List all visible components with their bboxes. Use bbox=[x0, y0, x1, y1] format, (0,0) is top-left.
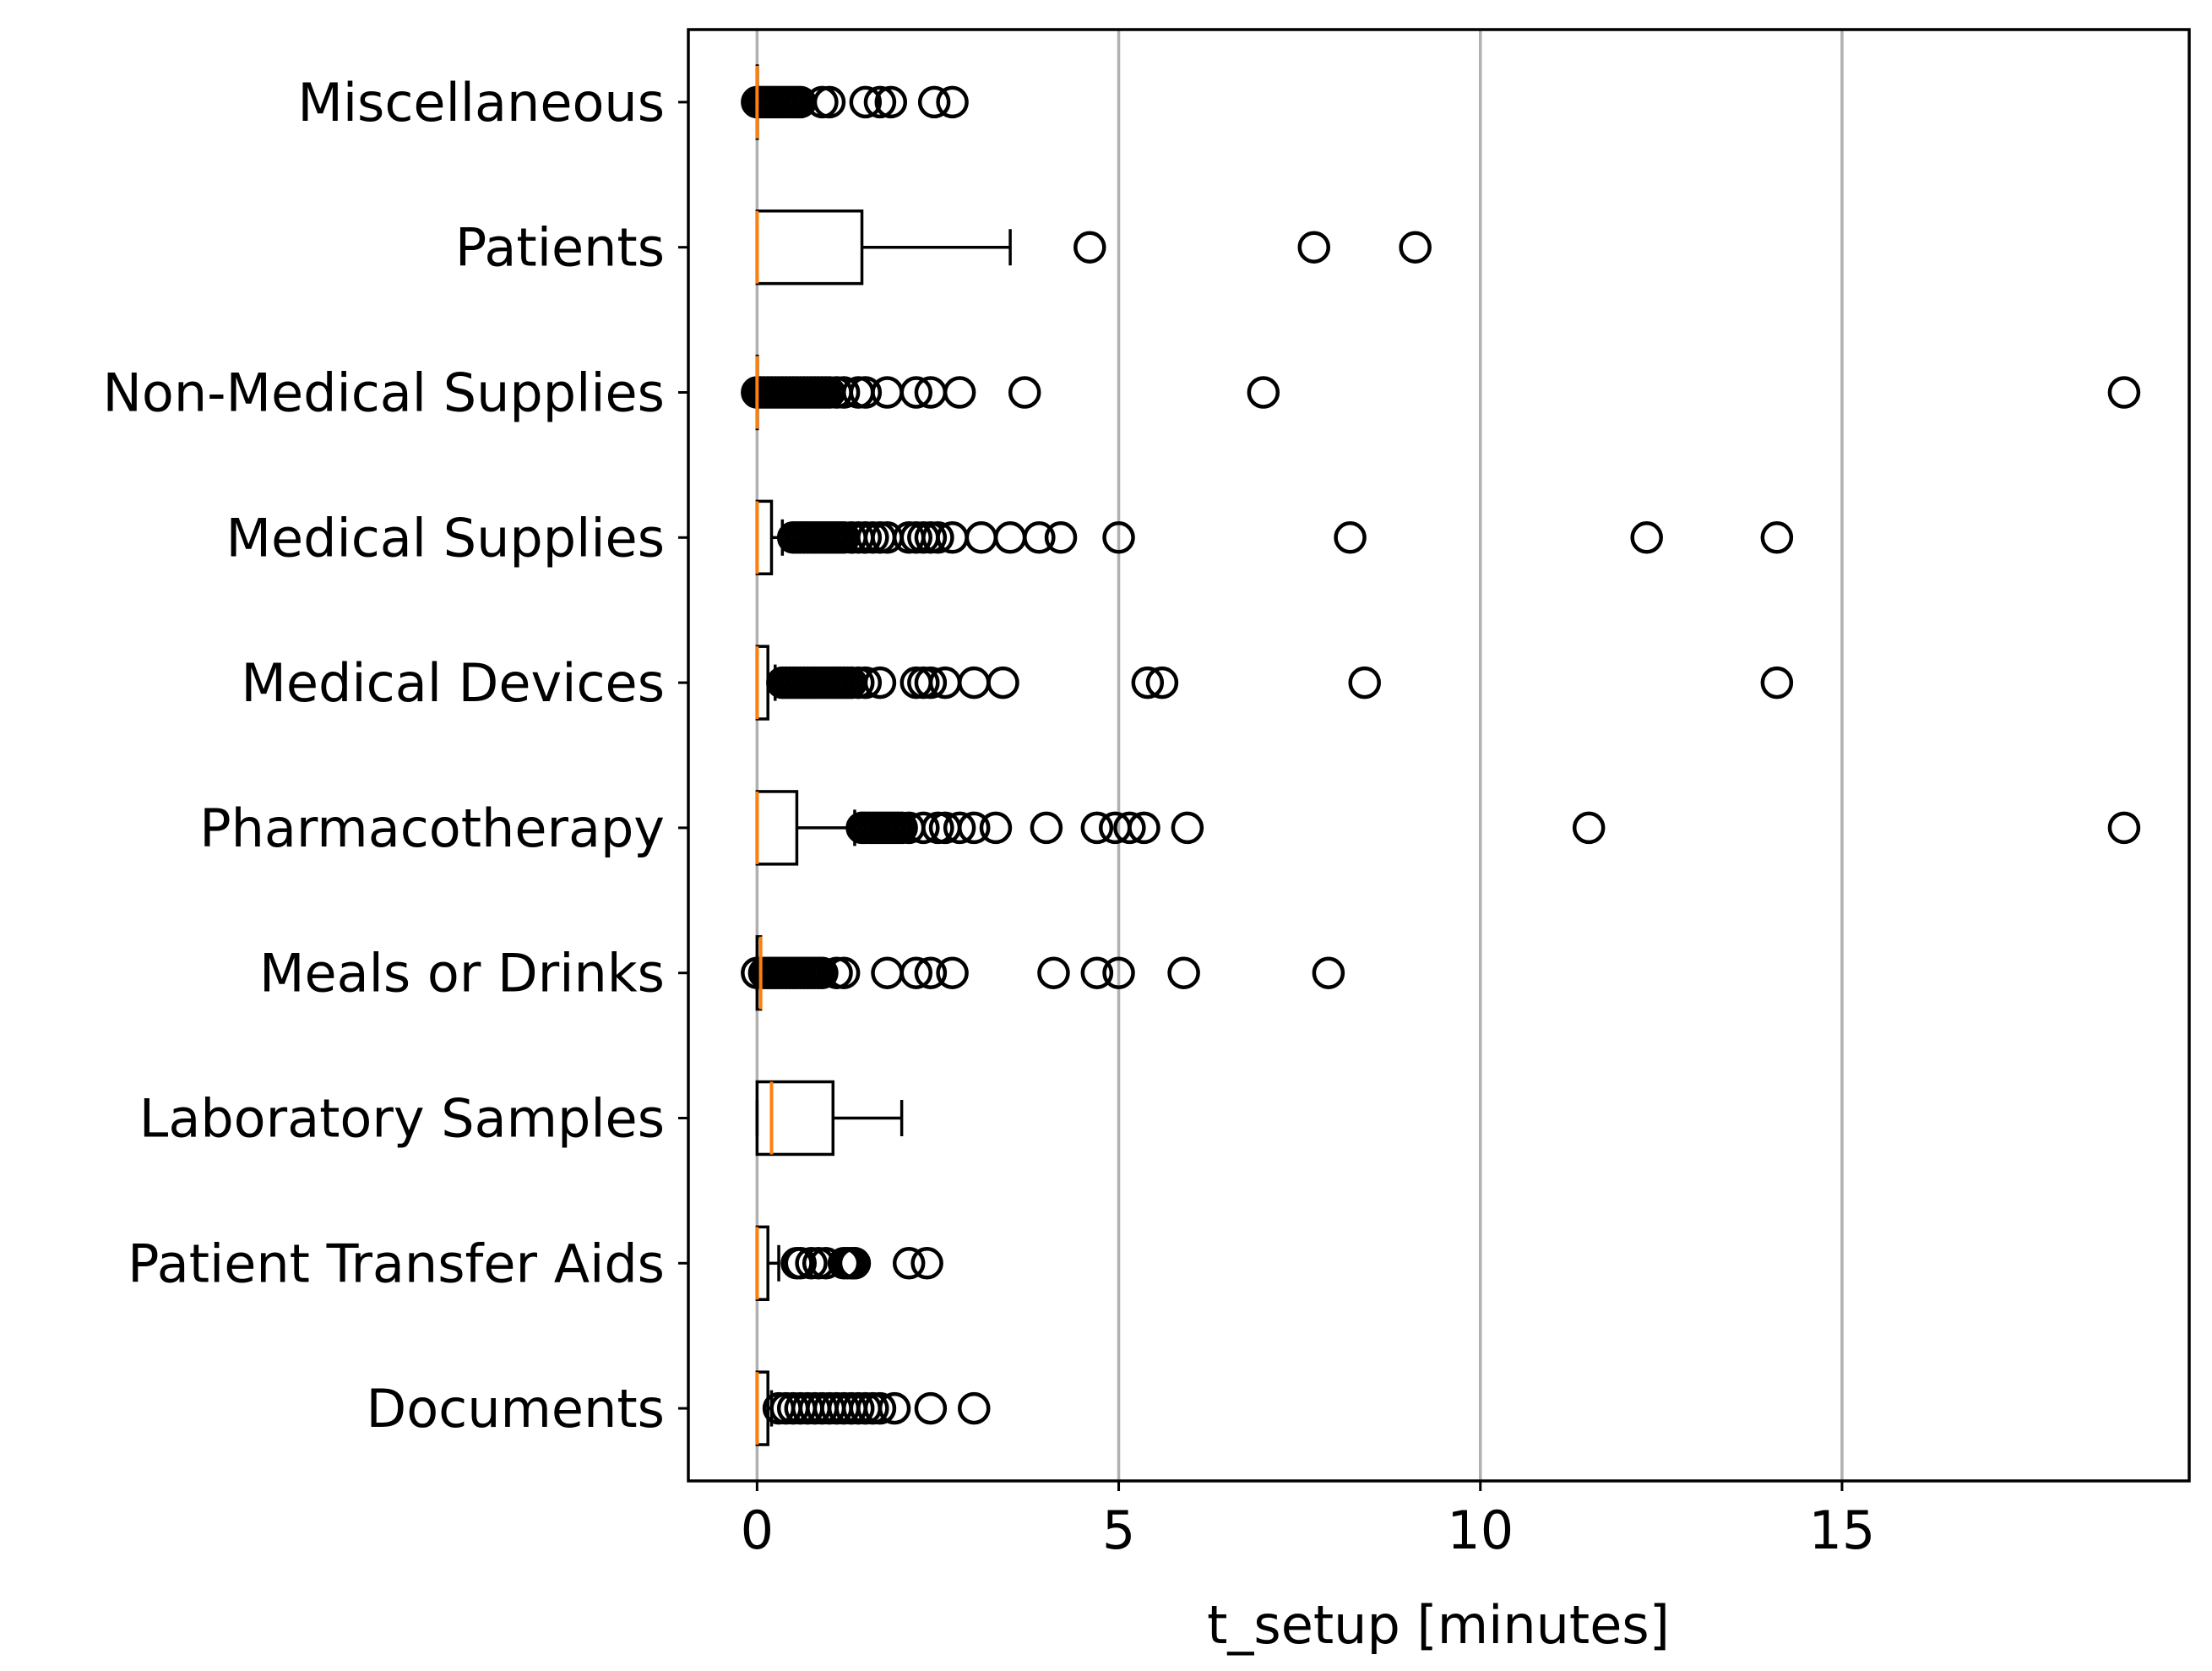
box-miscellaneous bbox=[741, 64, 969, 140]
outlier-point bbox=[943, 811, 976, 845]
outlier-point bbox=[899, 956, 933, 989]
y-tick-label: Laboratory Samples bbox=[139, 1088, 665, 1150]
outlier-point bbox=[910, 1247, 943, 1280]
outlier-point bbox=[1760, 521, 1794, 554]
outlier-point bbox=[849, 376, 883, 409]
y-tick-label: Patient Transfer Aids bbox=[128, 1233, 665, 1294]
outlier-point bbox=[878, 1391, 911, 1425]
outlier-point bbox=[921, 521, 954, 554]
outlier-point bbox=[1023, 521, 1056, 554]
outlier-point bbox=[1312, 956, 1345, 989]
outlier-point bbox=[849, 666, 883, 699]
outlier-point bbox=[1044, 521, 1078, 554]
outlier-point bbox=[1102, 521, 1135, 554]
outlier-point bbox=[1630, 521, 1663, 554]
box-patients bbox=[755, 210, 1432, 286]
y-tick-label: Miscellaneous bbox=[297, 72, 665, 133]
outlier-point bbox=[2107, 376, 2141, 409]
outlier-point bbox=[1102, 956, 1135, 989]
y-tick-label: Pharmacotherapy bbox=[199, 797, 665, 859]
outlier-point bbox=[827, 376, 861, 409]
outlier-point bbox=[1008, 376, 1041, 409]
box-documents bbox=[755, 1370, 991, 1446]
box-patient-transfer-aids bbox=[755, 1225, 943, 1301]
outlier-point bbox=[1167, 956, 1200, 989]
outlier-point bbox=[1399, 231, 1432, 264]
x-tick-label: 0 bbox=[741, 1500, 774, 1561]
outlier-point bbox=[784, 1247, 817, 1280]
outlier-point bbox=[958, 811, 991, 845]
outlier-point bbox=[899, 376, 933, 409]
outlier-point bbox=[914, 666, 948, 699]
outlier-point bbox=[1334, 521, 1367, 554]
outlier-point bbox=[827, 956, 861, 989]
outlier-point bbox=[958, 666, 991, 699]
outlier-point bbox=[943, 376, 976, 409]
iqr-box bbox=[755, 210, 864, 286]
outlier-point bbox=[1030, 811, 1063, 845]
outlier-point bbox=[849, 85, 883, 119]
outlier-point bbox=[863, 666, 897, 699]
box-meals-or-drinks bbox=[741, 935, 1345, 1011]
outlier-point bbox=[871, 956, 904, 989]
iqr-box bbox=[755, 499, 774, 575]
y-tick-label: Medical Devices bbox=[241, 652, 665, 714]
box-pharmacotherapy bbox=[755, 790, 2141, 866]
y-axis: Documents Patient Transfer Aids Laboratory… bbox=[103, 72, 688, 1440]
outlier-point bbox=[1073, 231, 1106, 264]
y-tick-label: Medical Supplies bbox=[226, 507, 666, 569]
outlier-point bbox=[874, 85, 908, 119]
outlier-point bbox=[1171, 811, 1204, 845]
iqr-box bbox=[755, 1080, 835, 1157]
outlier-point bbox=[838, 1247, 872, 1280]
y-tick-label: Documents bbox=[366, 1378, 665, 1440]
outlier-point bbox=[871, 376, 904, 409]
box-non-medical-supplies bbox=[741, 354, 2141, 431]
box-plot-series bbox=[741, 64, 2141, 1446]
outlier-point bbox=[1080, 811, 1114, 845]
outlier-point bbox=[936, 85, 969, 119]
outlier-point bbox=[1128, 811, 1160, 845]
outlier-point bbox=[863, 1391, 897, 1425]
x-axis: 0 5 10 15 bbox=[741, 1481, 1875, 1561]
x-tick-label: 10 bbox=[1447, 1500, 1514, 1561]
outlier-point bbox=[979, 811, 1013, 845]
outlier-point bbox=[806, 956, 839, 989]
box-medical-supplies bbox=[755, 499, 1794, 575]
outlier-point bbox=[863, 85, 897, 119]
outlier-point bbox=[1572, 811, 1606, 845]
outlier-point bbox=[965, 521, 998, 554]
outlier-point bbox=[917, 85, 951, 119]
outlier-point bbox=[1131, 666, 1165, 699]
outlier-point bbox=[936, 956, 969, 989]
outlier-point bbox=[892, 1247, 926, 1280]
outlier-point bbox=[914, 1391, 948, 1425]
outlier-point bbox=[958, 1391, 991, 1425]
y-tick-label: Patients bbox=[455, 217, 665, 279]
outlier-point bbox=[1297, 231, 1331, 264]
iqr-box bbox=[755, 790, 799, 866]
x-axis-label: t_setup [minutes] bbox=[1207, 1594, 1670, 1656]
outlier-point bbox=[993, 521, 1027, 554]
outlier-point bbox=[907, 811, 940, 845]
x-tick-label: 5 bbox=[1102, 1500, 1135, 1561]
outlier-point bbox=[1247, 376, 1280, 409]
box-laboratory-samples bbox=[755, 1080, 904, 1157]
outlier-point bbox=[914, 956, 948, 989]
box-medical-devices bbox=[755, 645, 1794, 721]
outlier-point bbox=[1080, 956, 1114, 989]
y-tick-label: Meals or Drinks bbox=[259, 943, 665, 1004]
plot-frame bbox=[687, 28, 2191, 1483]
x-tick-label: 15 bbox=[1808, 1500, 1875, 1561]
outlier-point bbox=[986, 666, 1019, 699]
outlier-point bbox=[1145, 666, 1179, 699]
outlier-point bbox=[1113, 811, 1146, 845]
outlier-point bbox=[813, 85, 846, 119]
y-tick-label: Non-Medical Supplies bbox=[103, 362, 665, 424]
outlier-point bbox=[1037, 956, 1070, 989]
outlier-point bbox=[1348, 666, 1381, 699]
outlier-point bbox=[1760, 666, 1794, 699]
outlier-point bbox=[2107, 811, 2141, 845]
